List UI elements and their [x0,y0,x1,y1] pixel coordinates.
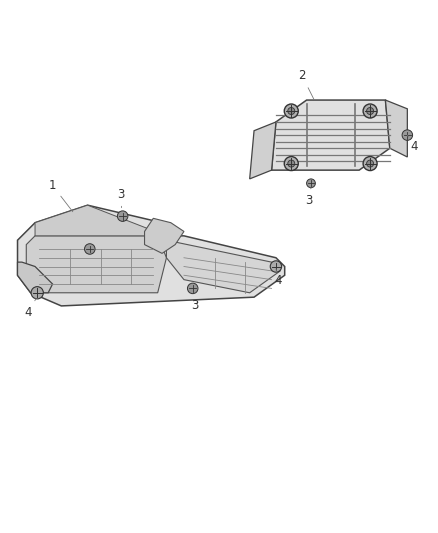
Text: 4: 4 [407,135,418,152]
Polygon shape [35,205,166,240]
Text: 4: 4 [274,269,282,287]
Circle shape [367,160,374,167]
Circle shape [288,160,295,167]
Polygon shape [272,100,390,170]
Circle shape [363,157,377,171]
Circle shape [367,108,374,115]
Text: 1: 1 [49,179,73,212]
Text: 3: 3 [305,188,312,207]
Circle shape [402,130,413,140]
Circle shape [363,104,377,118]
Circle shape [288,108,295,115]
Text: 3: 3 [191,293,198,312]
Polygon shape [18,205,285,306]
Text: 2: 2 [298,69,314,100]
Polygon shape [385,100,407,157]
Circle shape [117,211,128,221]
Polygon shape [18,262,53,293]
Circle shape [85,244,95,254]
Circle shape [31,287,43,299]
Text: 4: 4 [25,298,36,319]
Text: 3: 3 [117,188,124,208]
Polygon shape [145,219,184,253]
Circle shape [270,261,282,272]
Circle shape [307,179,315,188]
Circle shape [284,157,298,171]
Circle shape [284,104,298,118]
Circle shape [187,283,198,294]
Polygon shape [250,122,276,179]
Polygon shape [26,236,166,293]
Polygon shape [166,240,280,293]
